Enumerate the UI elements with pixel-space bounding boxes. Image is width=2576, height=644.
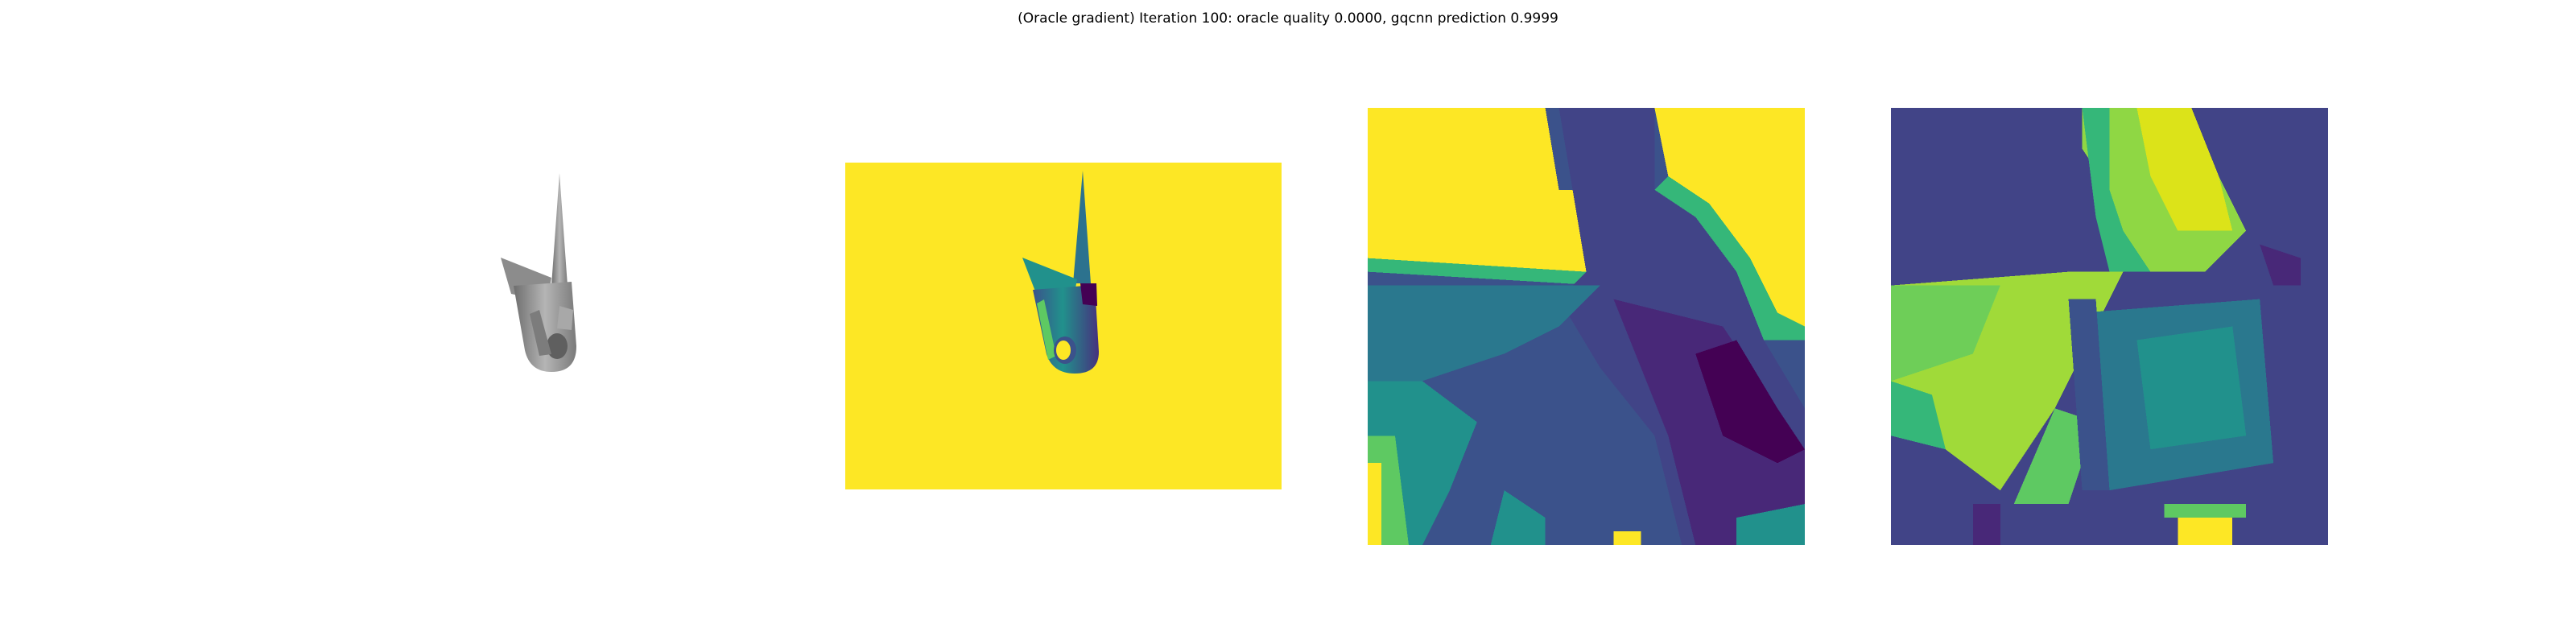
depth-object-shape xyxy=(1022,171,1099,374)
gradient-crop-panel xyxy=(1891,108,2328,545)
figure-title: (Oracle gradient) Iteration 100: oracle … xyxy=(1018,10,1558,27)
rendered-object-shape xyxy=(501,173,576,372)
depth-crop-panel xyxy=(1368,108,1805,545)
rendered-object-panel xyxy=(419,145,692,402)
depth-image-panel xyxy=(845,163,1282,489)
